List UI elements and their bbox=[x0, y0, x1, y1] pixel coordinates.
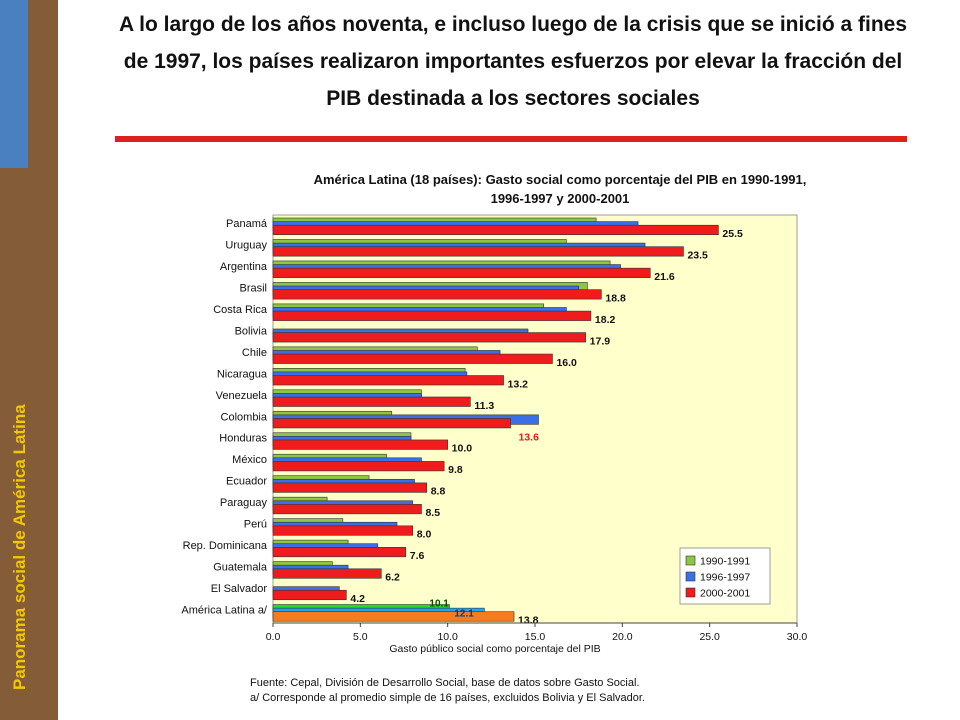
bar-2000-2001 bbox=[272, 375, 504, 386]
category-label: Uruguay bbox=[225, 239, 267, 251]
category-label: Honduras bbox=[219, 433, 267, 445]
category-label: Argentina bbox=[220, 261, 268, 273]
bar-2000-2001 bbox=[272, 418, 511, 429]
bar-2000-2001 bbox=[272, 310, 592, 321]
bar-2000-2001 bbox=[272, 332, 586, 343]
category-label: América Latina a/ bbox=[181, 605, 268, 617]
value-label: 18.8 bbox=[605, 292, 626, 304]
value-label: 16.0 bbox=[556, 357, 577, 369]
bar-2000-2001 bbox=[272, 611, 515, 622]
category-label: Guatemala bbox=[213, 562, 268, 574]
source-line: Fuente: Cepal, División de Desarrollo So… bbox=[250, 677, 640, 689]
bar-2000-2001 bbox=[272, 353, 553, 364]
value-label: 13.6 bbox=[518, 431, 539, 443]
x-tick-label: 10.0 bbox=[437, 631, 458, 643]
category-label: Nicaragua bbox=[217, 368, 268, 380]
title-divider bbox=[115, 136, 907, 142]
bar-2000-2001 bbox=[272, 246, 684, 257]
value-label: 10.0 bbox=[452, 443, 473, 455]
value-label: 23.5 bbox=[687, 249, 708, 261]
value-label: 7.6 bbox=[410, 550, 425, 562]
aggregate-label-1996: 12.1 bbox=[454, 609, 474, 620]
bar-2000-2001 bbox=[272, 439, 448, 450]
value-label: 17.9 bbox=[590, 335, 611, 347]
sidebar-accent-block bbox=[0, 0, 28, 168]
value-label: 6.2 bbox=[385, 572, 400, 584]
category-label: Brasil bbox=[239, 282, 267, 294]
footnote-line: a/ Corresponde al promedio simple de 16 … bbox=[250, 692, 645, 704]
category-label: Colombia bbox=[221, 411, 268, 423]
chart-title: América Latina (18 países): Gasto social… bbox=[313, 172, 807, 206]
category-label: Chile bbox=[242, 347, 267, 359]
bar-2000-2001 bbox=[272, 289, 602, 300]
x-tick-label: 0.0 bbox=[266, 631, 281, 643]
bar-2000-2001 bbox=[272, 504, 422, 515]
bar-2000-2001 bbox=[272, 482, 428, 493]
sidebar-label: Panorama social de América Latina bbox=[10, 404, 29, 690]
value-label: 8.8 bbox=[431, 486, 446, 498]
aggregate-label-1990: 10.1 bbox=[429, 599, 449, 610]
bar-2000-2001 bbox=[272, 267, 651, 278]
bar-2000-2001 bbox=[272, 224, 719, 236]
bar-2000-2001 bbox=[272, 396, 471, 407]
category-label: Costa Rica bbox=[213, 304, 268, 316]
legend-swatch bbox=[685, 555, 696, 566]
category-label: México bbox=[232, 454, 267, 466]
bar-2000-2001 bbox=[272, 547, 407, 558]
category-label: El Salvador bbox=[211, 583, 268, 595]
legend-label: 2000-2001 bbox=[700, 588, 750, 600]
category-label: Paraguay bbox=[220, 497, 268, 509]
category-label: Ecuador bbox=[226, 476, 267, 488]
bar-2000-2001 bbox=[272, 525, 414, 536]
slide-title: A lo largo de los años noventa, e inclus… bbox=[118, 13, 908, 110]
category-label: Rep. Dominicana bbox=[183, 540, 268, 552]
value-label: 13.2 bbox=[508, 378, 529, 390]
category-label: Panamá bbox=[226, 218, 268, 230]
value-label: 8.0 bbox=[417, 529, 432, 541]
value-label: 21.6 bbox=[654, 271, 675, 283]
value-label: 13.8 bbox=[518, 615, 539, 627]
category-label: Venezuela bbox=[216, 390, 268, 402]
bar-2000-2001 bbox=[272, 568, 382, 579]
legend-label: 1990-1991 bbox=[700, 556, 750, 568]
value-label: 9.8 bbox=[448, 464, 463, 476]
x-tick-label: 15.0 bbox=[525, 631, 546, 643]
value-label: 18.2 bbox=[595, 314, 616, 326]
bar-chart: Panamá 25.5 Uruguay 23.5 Argentina 21.6 Brasil… bbox=[181, 214, 808, 655]
value-label: 4.2 bbox=[350, 593, 365, 605]
x-tick-label: 30.0 bbox=[787, 631, 808, 643]
x-tick-label: 25.0 bbox=[699, 631, 720, 643]
value-label: 8.5 bbox=[425, 507, 440, 519]
x-axis-label: Gasto público social como porcentaje del… bbox=[389, 643, 600, 655]
category-label: Bolivia bbox=[235, 325, 268, 337]
legend-swatch bbox=[685, 571, 696, 582]
legend-swatch bbox=[685, 587, 696, 598]
sidebar: Panorama social de América Latina bbox=[0, 0, 58, 720]
value-label: 25.5 bbox=[722, 228, 743, 240]
value-label: 11.3 bbox=[474, 400, 494, 412]
x-tick-label: 20.0 bbox=[612, 631, 633, 643]
bar-2000-2001 bbox=[272, 589, 347, 601]
source-note: Fuente: Cepal, División de Desarrollo So… bbox=[250, 676, 870, 706]
x-tick-label: 5.0 bbox=[353, 631, 368, 643]
category-label: Perú bbox=[244, 519, 267, 531]
bar-2000-2001 bbox=[272, 461, 445, 472]
legend-label: 1996-1997 bbox=[700, 572, 750, 584]
